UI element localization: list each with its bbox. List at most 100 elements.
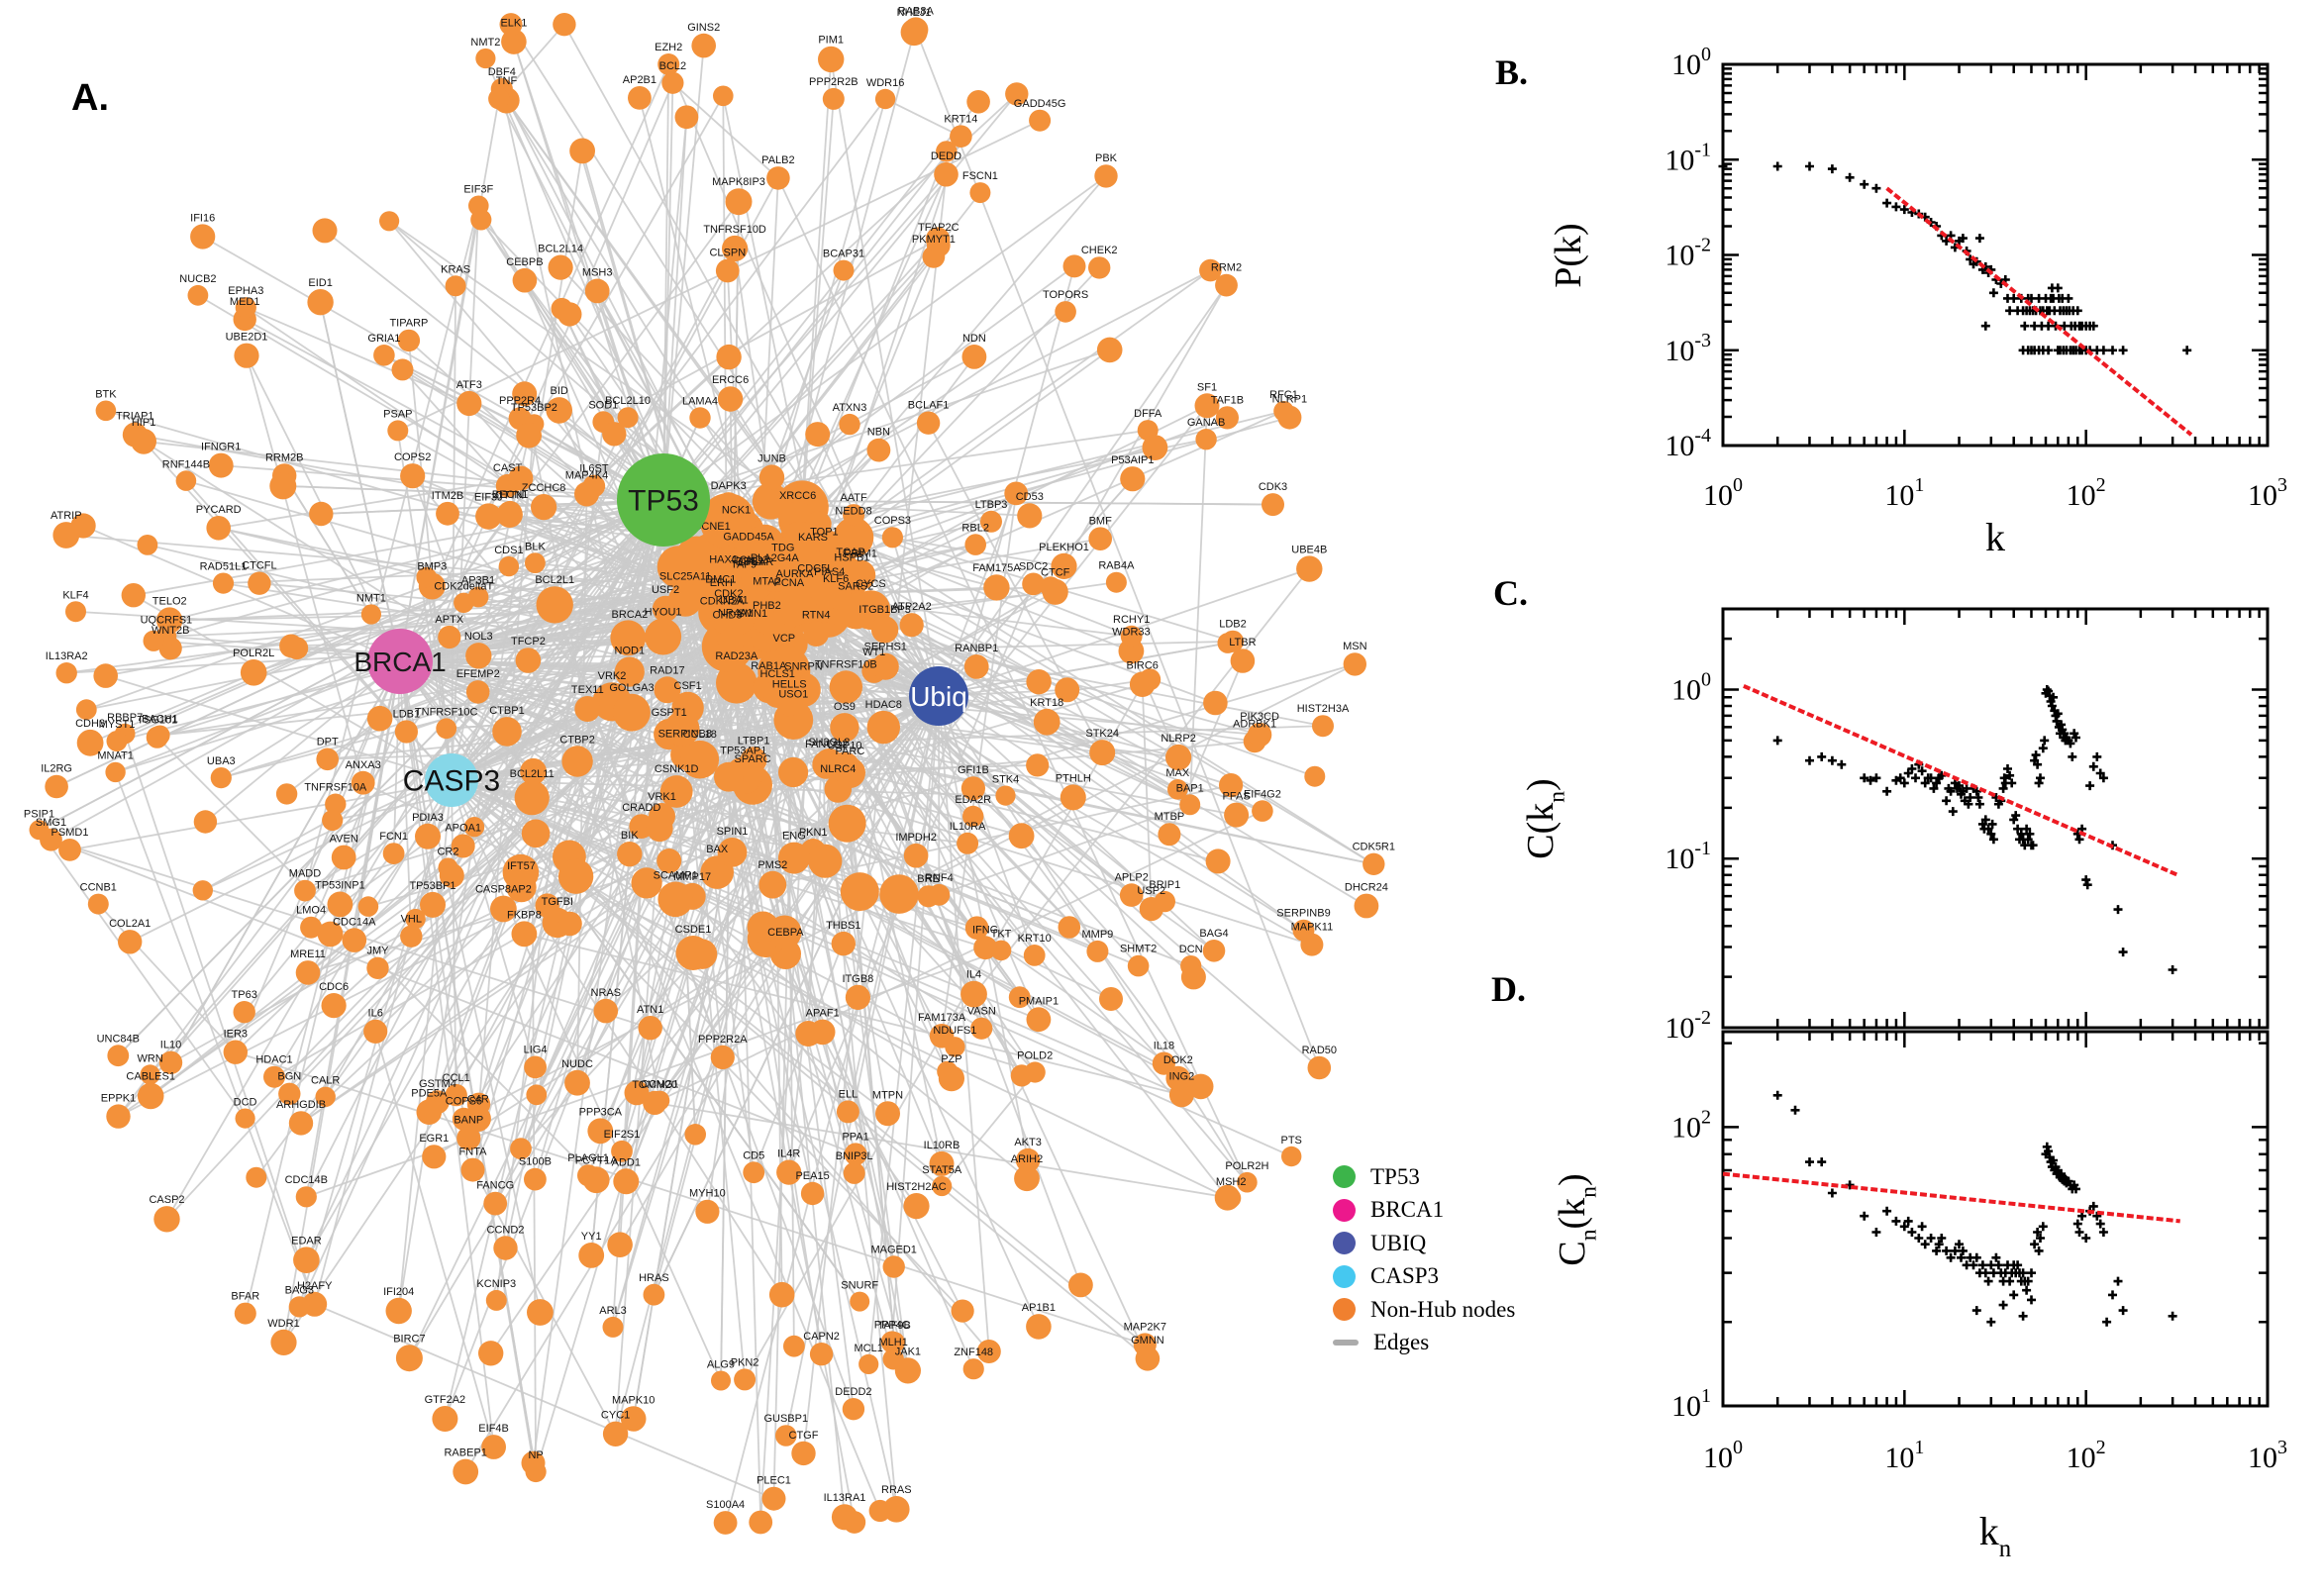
- network-node[interactable]: [628, 86, 652, 110]
- network-node[interactable]: [515, 648, 542, 673]
- network-node[interactable]: [668, 582, 703, 617]
- network-node[interactable]: [866, 710, 900, 745]
- network-node[interactable]: [400, 463, 426, 489]
- hub-node-ubiq[interactable]: [909, 666, 968, 726]
- network-node[interactable]: [485, 1289, 507, 1311]
- network-node[interactable]: [1224, 802, 1250, 828]
- network-node[interactable]: [936, 141, 958, 162]
- network-node[interactable]: [357, 896, 379, 917]
- network-node[interactable]: [611, 1140, 633, 1162]
- network-node[interactable]: [454, 592, 474, 613]
- network-node[interactable]: [385, 1297, 412, 1325]
- network-node[interactable]: [800, 1181, 825, 1206]
- network-node[interactable]: [557, 911, 582, 937]
- network-node[interactable]: [263, 1065, 285, 1088]
- network-node[interactable]: [445, 1083, 467, 1107]
- network-node[interactable]: [564, 1069, 590, 1096]
- network-node[interactable]: [1055, 301, 1076, 323]
- network-node[interactable]: [553, 13, 576, 37]
- network-node[interactable]: [868, 1499, 891, 1523]
- network-node[interactable]: [717, 628, 745, 654]
- network-node[interactable]: [614, 656, 645, 687]
- network-node[interactable]: [55, 662, 77, 684]
- network-node[interactable]: [445, 275, 466, 297]
- network-node[interactable]: [1180, 964, 1206, 990]
- network-node[interactable]: [285, 637, 309, 660]
- network-node[interactable]: [557, 858, 594, 894]
- network-node[interactable]: [766, 166, 790, 190]
- network-node[interactable]: [1142, 435, 1168, 460]
- network-node[interactable]: [1154, 890, 1176, 913]
- network-node[interactable]: [686, 939, 718, 969]
- network-node[interactable]: [397, 329, 421, 352]
- network-node[interactable]: [510, 1138, 532, 1160]
- network-node[interactable]: [743, 1161, 765, 1184]
- network-node[interactable]: [814, 748, 844, 778]
- network-node[interactable]: [520, 757, 547, 785]
- network-node[interactable]: [680, 740, 720, 779]
- network-node[interactable]: [976, 1340, 1001, 1363]
- network-node[interactable]: [1312, 715, 1334, 738]
- network-node[interactable]: [569, 142, 591, 163]
- network-node[interactable]: [710, 1045, 735, 1069]
- network-node[interactable]: [234, 343, 259, 368]
- network-node[interactable]: [316, 748, 340, 771]
- network-node[interactable]: [574, 696, 601, 722]
- network-node[interactable]: [1219, 773, 1244, 798]
- network-node[interactable]: [663, 711, 700, 747]
- network-node[interactable]: [874, 88, 896, 110]
- network-node[interactable]: [315, 1086, 336, 1108]
- network-node[interactable]: [631, 867, 662, 899]
- network-node[interactable]: [502, 853, 540, 891]
- network-node[interactable]: [925, 227, 951, 251]
- network-node[interactable]: [526, 1084, 548, 1106]
- network-node[interactable]: [818, 46, 845, 73]
- network-node[interactable]: [190, 224, 216, 249]
- network-node[interactable]: [758, 870, 787, 899]
- network-node[interactable]: [278, 1082, 301, 1106]
- network-node[interactable]: [493, 1236, 518, 1260]
- network-node[interactable]: [295, 960, 321, 985]
- network-node[interactable]: [776, 1159, 802, 1185]
- network-node[interactable]: [1026, 1007, 1052, 1033]
- network-node[interactable]: [373, 345, 395, 366]
- network-node[interactable]: [840, 872, 879, 912]
- network-node[interactable]: [456, 1126, 481, 1150]
- network-node[interactable]: [758, 464, 785, 490]
- network-node[interactable]: [438, 625, 461, 649]
- network-node[interactable]: [875, 1101, 900, 1127]
- network-node[interactable]: [960, 980, 987, 1008]
- network-node[interactable]: [791, 1441, 816, 1466]
- network-node[interactable]: [121, 583, 146, 608]
- network-node[interactable]: [843, 1161, 865, 1184]
- network-node[interactable]: [76, 729, 104, 756]
- network-node[interactable]: [617, 842, 643, 867]
- network-node[interactable]: [899, 613, 924, 638]
- network-node[interactable]: [1005, 82, 1029, 106]
- network-node[interactable]: [582, 474, 606, 498]
- network-node[interactable]: [717, 838, 748, 867]
- network-node[interactable]: [524, 1167, 547, 1191]
- network-node[interactable]: [656, 848, 682, 873]
- network-node[interactable]: [436, 718, 457, 740]
- network-node[interactable]: [363, 1019, 388, 1044]
- network-node[interactable]: [508, 465, 534, 491]
- network-node[interactable]: [175, 470, 197, 491]
- network-node[interactable]: [137, 535, 158, 555]
- network-node[interactable]: [498, 555, 520, 577]
- hub-node-tp53[interactable]: [617, 453, 710, 547]
- network-node[interactable]: [643, 1283, 665, 1306]
- network-node[interactable]: [45, 774, 68, 799]
- network-node[interactable]: [240, 659, 267, 686]
- network-node[interactable]: [1026, 1314, 1052, 1340]
- network-node[interactable]: [1014, 1165, 1040, 1192]
- network-node[interactable]: [674, 105, 699, 130]
- network-node[interactable]: [803, 621, 829, 647]
- network-node[interactable]: [212, 572, 235, 594]
- network-node[interactable]: [233, 1001, 255, 1024]
- network-node[interactable]: [760, 563, 789, 592]
- network-node[interactable]: [366, 705, 393, 732]
- network-node[interactable]: [778, 756, 809, 788]
- network-node[interactable]: [1015, 1147, 1041, 1173]
- network-node[interactable]: [288, 1296, 310, 1318]
